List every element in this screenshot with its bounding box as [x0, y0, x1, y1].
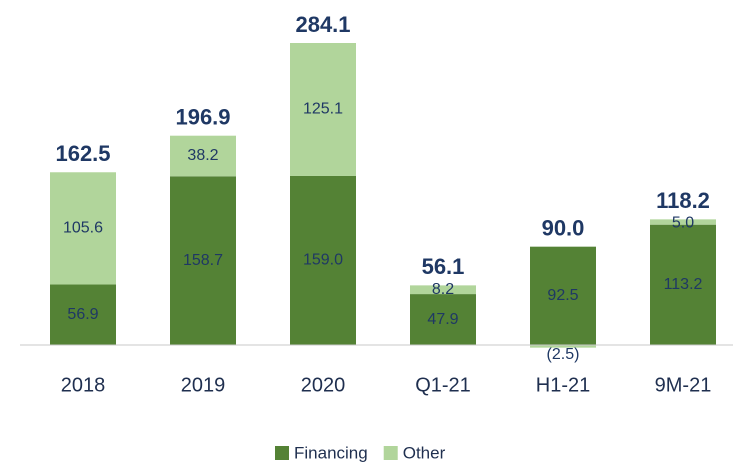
x-tick-label: 2020 [301, 374, 346, 396]
x-tick-label: Q1-21 [415, 374, 471, 396]
legend-label: Financing [294, 443, 368, 462]
value-label: 56.9 [67, 306, 98, 323]
value-label: (2.5) [547, 346, 580, 363]
value-label: 159.0 [303, 252, 343, 269]
value-label: 8.2 [432, 281, 454, 298]
x-tick-label: 9M-21 [655, 374, 712, 396]
bar-segment [650, 219, 716, 225]
total-label: 162.5 [55, 141, 110, 166]
total-label: 90.0 [542, 215, 585, 240]
value-label: 5.0 [672, 215, 694, 232]
total-label: 284.1 [295, 12, 350, 37]
legend-label: Other [403, 443, 446, 462]
bar-segment [170, 176, 236, 345]
value-label: 38.2 [187, 147, 218, 164]
bar-segment [290, 43, 356, 176]
bar-segment [530, 345, 596, 348]
value-label: 125.1 [303, 101, 343, 118]
bar-segment [530, 246, 596, 345]
legend-swatch [275, 446, 289, 460]
x-tick-label: H1-21 [536, 374, 590, 396]
bar-segment [50, 172, 116, 285]
bar-segment [650, 224, 716, 345]
x-tick-label: 2019 [181, 374, 226, 396]
total-label: 56.1 [422, 254, 465, 279]
bar-segment [170, 135, 236, 177]
value-label: 47.9 [427, 311, 458, 328]
legend-swatch [383, 446, 398, 460]
value-label: 105.6 [63, 220, 103, 237]
total-label: 118.2 [656, 188, 710, 213]
value-label: 158.7 [183, 252, 223, 269]
bar-segment [290, 175, 356, 345]
bar-segment [410, 285, 476, 295]
value-label: 113.2 [664, 276, 703, 293]
bar-segment [50, 284, 116, 345]
bar-segment [410, 294, 476, 345]
x-tick-label: 2018 [61, 374, 106, 396]
value-label: 92.5 [547, 287, 578, 304]
total-label: 196.9 [175, 105, 230, 130]
